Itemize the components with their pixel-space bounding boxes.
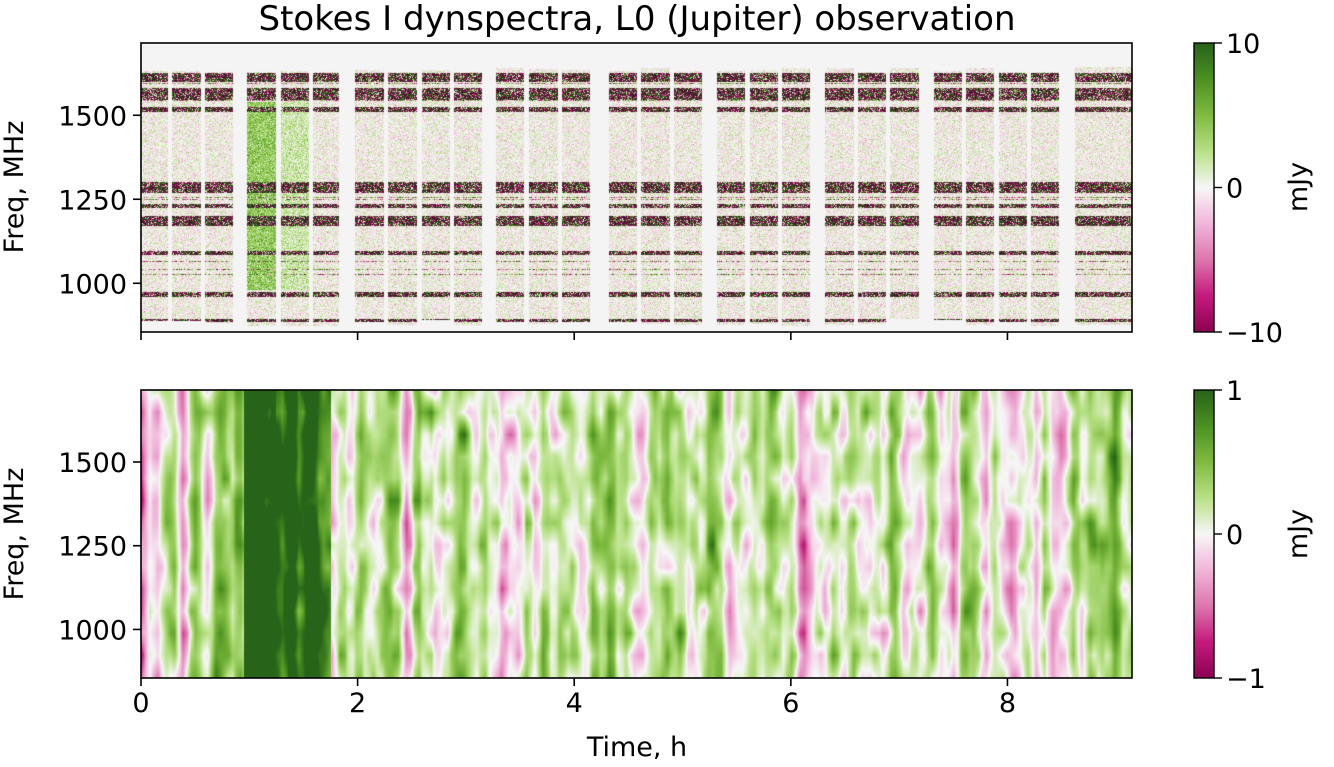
top-colorbar: −10 0 10 mJy <box>1193 29 1314 349</box>
x-tick-label: 2 <box>349 688 366 719</box>
bottom-colorbar-image <box>1194 390 1214 678</box>
top-heatmap-image <box>141 43 1132 332</box>
colorbar-tick-label: 10 <box>1226 29 1260 60</box>
x-tick-label: 8 <box>999 688 1016 719</box>
x-tick-label: 6 <box>782 688 799 719</box>
top-y-ticks: 1000 1250 1500 <box>58 101 141 300</box>
colorbar-tick-label: −1 <box>1226 664 1266 695</box>
bottom-heatmap-image <box>141 390 1132 678</box>
bottom-plot-frame <box>140 389 1133 679</box>
top-x-ticks <box>140 332 1009 340</box>
bottom-colorbar: −1 0 1 mJy <box>1193 376 1314 695</box>
colorbar-tick-label: −10 <box>1226 318 1283 349</box>
colorbar-tick-label: 0 <box>1226 520 1243 551</box>
bottom-panel: 0 2 4 6 8 1000 1250 1500 Freq, MHz Time, h <box>0 389 1133 763</box>
x-tick-label: 0 <box>132 688 149 719</box>
y-tick-label: 1000 <box>58 615 127 646</box>
colorbar-tick-label: 0 <box>1226 174 1243 205</box>
x-axis-label: Time, h <box>586 732 687 763</box>
bottom-colorbar-ticks: −1 0 1 <box>1214 376 1266 695</box>
bottom-x-ticks: 0 2 4 6 8 <box>132 678 1016 719</box>
y-tick-label: 1250 <box>58 532 127 563</box>
bottom-y-ticks: 1000 1250 1500 <box>58 448 141 646</box>
y-tick-label: 1500 <box>58 101 127 132</box>
colorbar-tick-label: 1 <box>1226 376 1243 407</box>
y-tick-label: 1500 <box>58 448 127 479</box>
chart-title: Stokes I dynspectra, L0 (Jupiter) observ… <box>258 0 1015 39</box>
top-colorbar-label: mJy <box>1283 162 1314 212</box>
x-tick-label: 4 <box>566 688 583 719</box>
bottom-colorbar-label: mJy <box>1283 509 1314 559</box>
top-colorbar-image <box>1194 43 1214 332</box>
top-plot-frame <box>140 42 1133 333</box>
top-y-axis-label: Freq, MHz <box>0 121 30 254</box>
top-colorbar-ticks: −10 0 10 <box>1214 29 1283 349</box>
top-panel: 1000 1250 1500 Freq, MHz <box>0 42 1133 340</box>
y-tick-label: 1000 <box>58 269 127 300</box>
bottom-y-axis-label: Freq, MHz <box>0 468 30 601</box>
y-tick-label: 1250 <box>58 185 127 216</box>
